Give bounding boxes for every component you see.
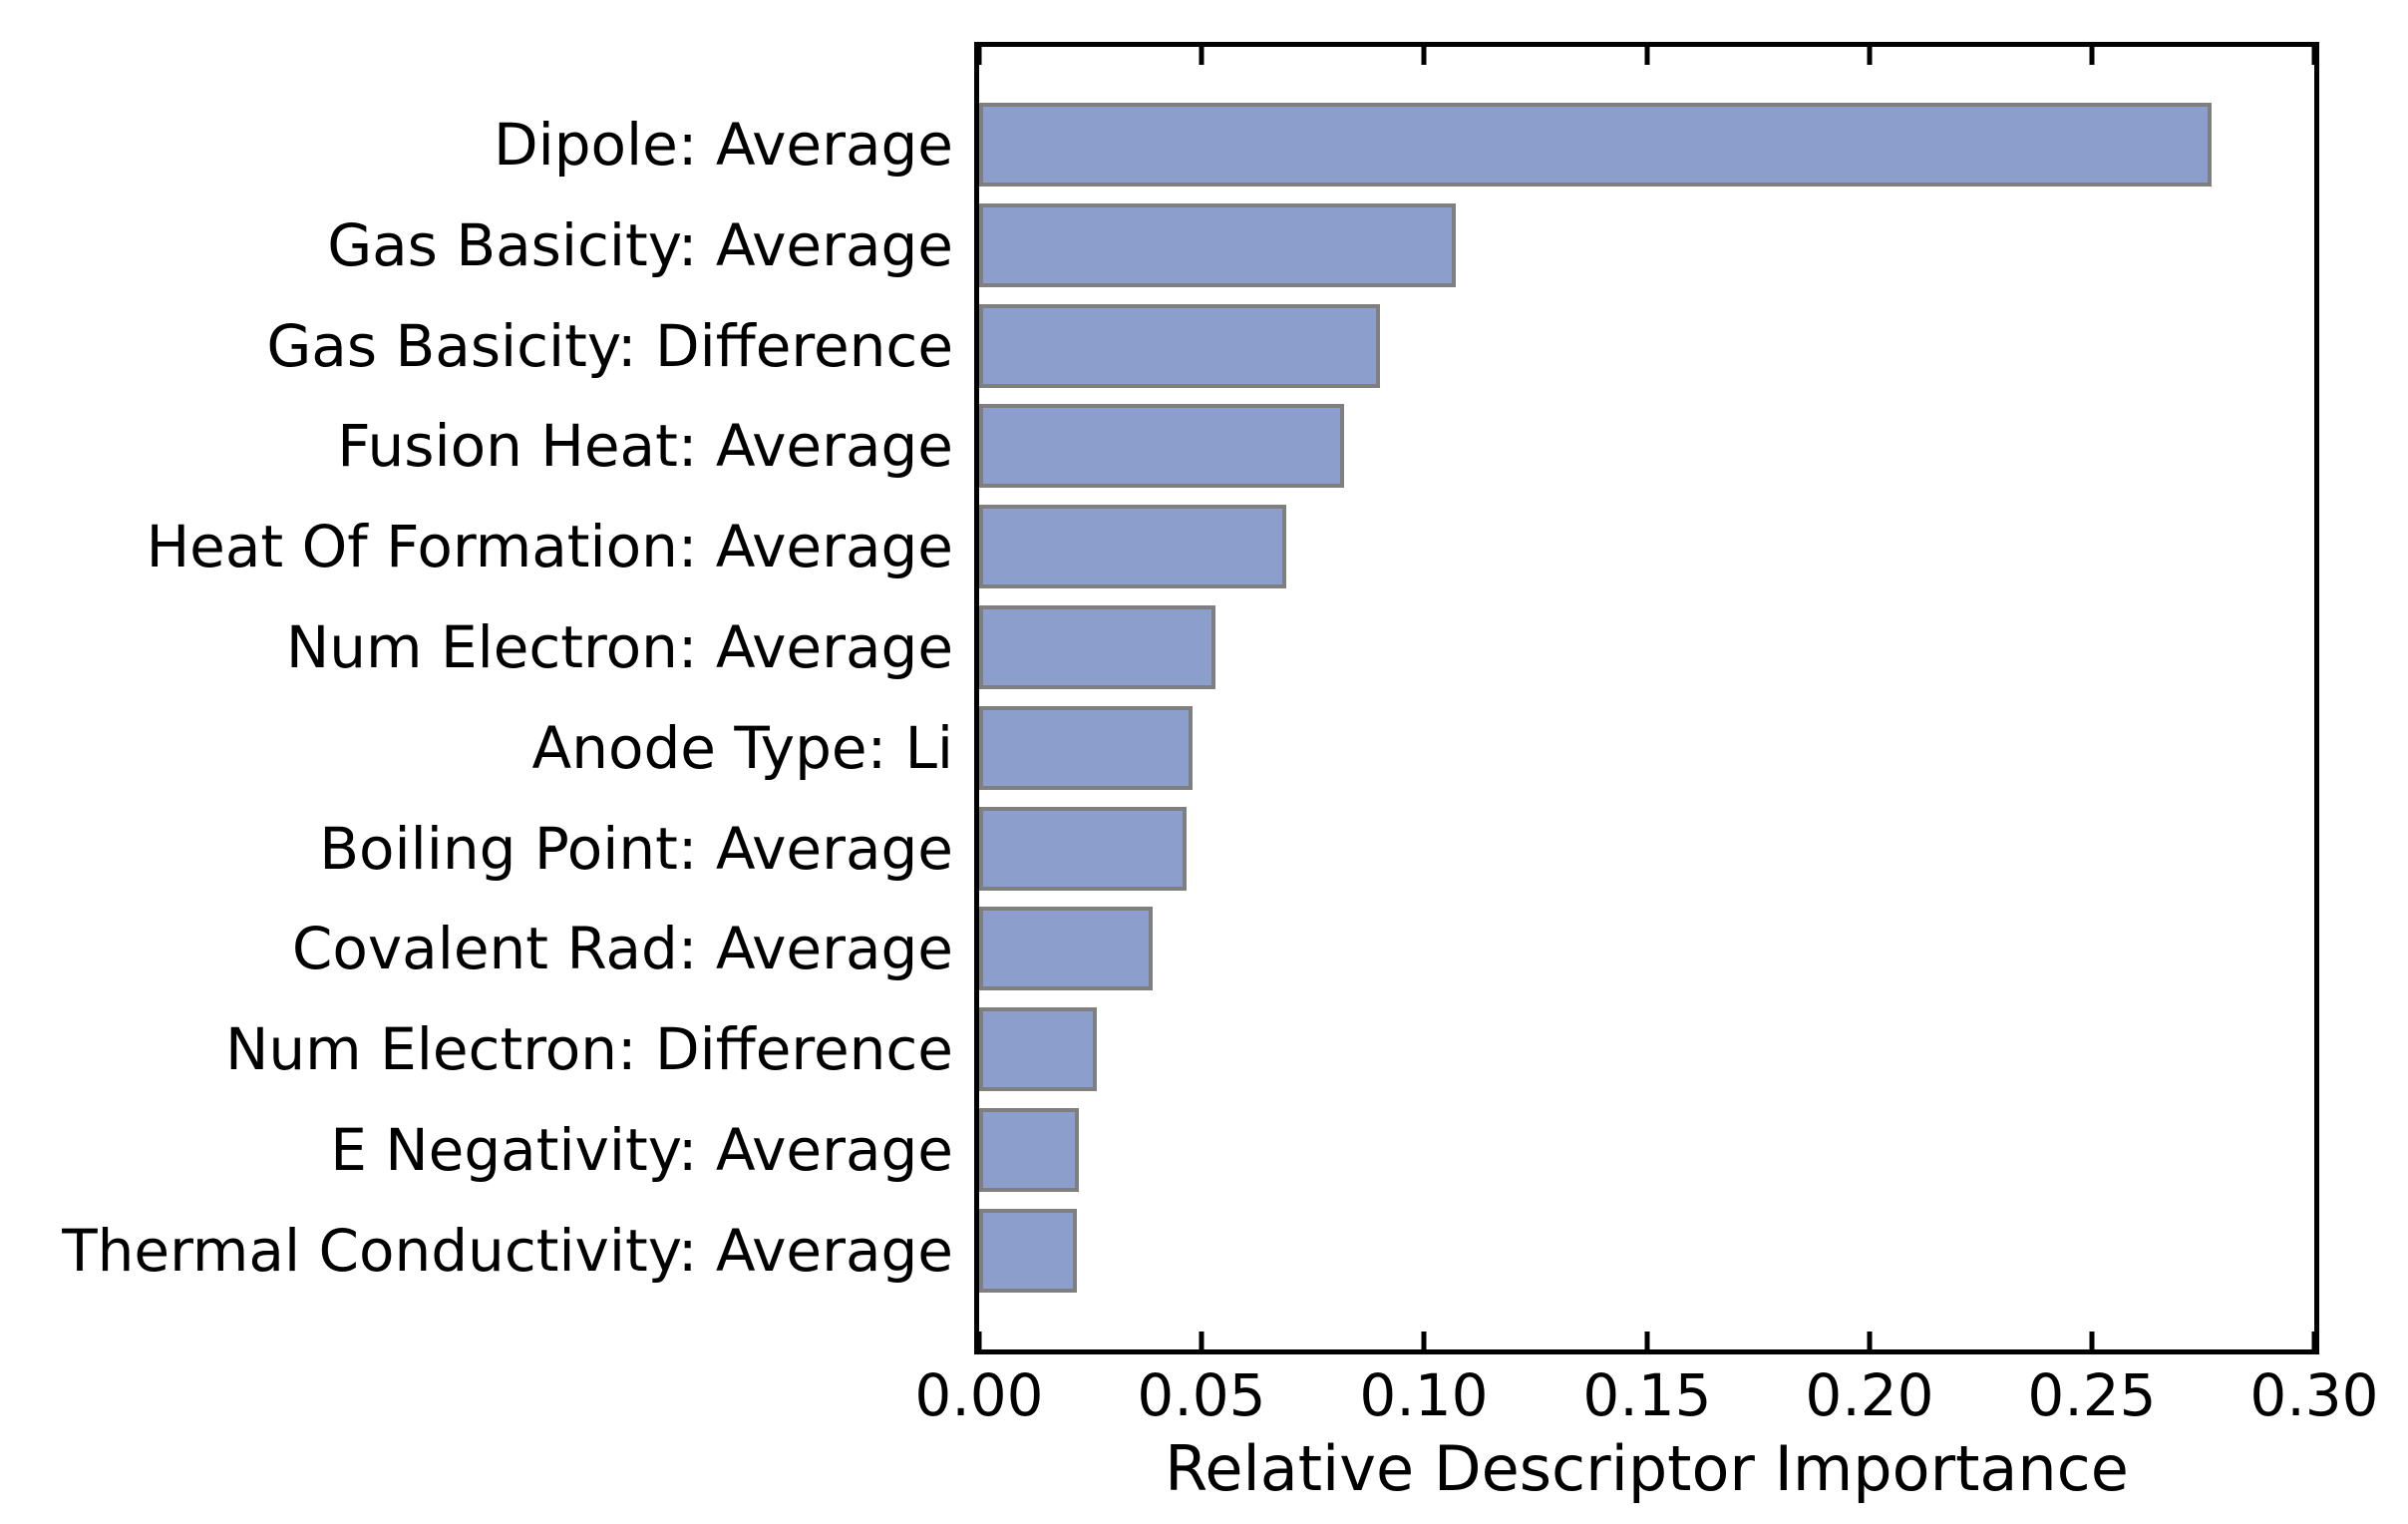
x-tick-label: 0.20 <box>1805 1361 1934 1429</box>
y-category-label: Num Electron: Difference <box>225 1015 953 1083</box>
y-category-label: Gas Basicity: Average <box>327 211 953 279</box>
y-category-label: E Negativity: Average <box>330 1116 953 1184</box>
x-tick-label: 0.05 <box>1137 1361 1266 1429</box>
x-tick-label: 0.00 <box>914 1361 1044 1429</box>
x-tick-mark <box>1199 47 1204 65</box>
bar-dipole-average <box>979 103 2212 187</box>
x-tick-mark <box>1867 1332 1873 1349</box>
y-category-label: Thermal Conductivity: Average <box>62 1217 953 1285</box>
x-tick-mark <box>2089 47 2095 65</box>
x-tick-label: 0.30 <box>2249 1361 2379 1429</box>
y-category-label: Boiling Point: Average <box>319 815 953 883</box>
x-tick-mark <box>1644 1332 1649 1349</box>
bar-gas-basicity-average <box>979 203 1456 287</box>
bar-fusion-heat-average <box>979 404 1344 488</box>
x-tick-mark <box>2089 1332 2095 1349</box>
x-tick-label: 0.25 <box>2027 1361 2157 1429</box>
y-category-label: Covalent Rad: Average <box>291 915 953 982</box>
y-category-label: Anode Type: Li <box>531 714 953 782</box>
bar-boiling-point-average <box>979 807 1187 891</box>
x-tick-mark <box>1199 1332 1204 1349</box>
y-category-label: Fusion Heat: Average <box>337 412 953 480</box>
bar-e-negativity-average <box>979 1108 1079 1192</box>
bar-num-electron-average <box>979 605 1215 689</box>
y-category-label: Gas Basicity: Difference <box>266 312 953 380</box>
bar-covalent-rad-average <box>979 907 1153 990</box>
bar-num-electron-difference <box>979 1007 1097 1091</box>
x-axis-title: Relative Descriptor Importance <box>1165 1432 2129 1505</box>
y-category-label: Dipole: Average <box>493 111 953 179</box>
x-tick-mark <box>976 47 982 65</box>
x-tick-mark <box>1867 47 1873 65</box>
x-tick-mark <box>1421 47 1427 65</box>
y-category-label: Heat Of Formation: Average <box>146 513 953 580</box>
plot-area <box>974 42 2319 1354</box>
bar-heat-of-formation-average <box>979 505 1286 588</box>
bar-thermal-conductivity-average <box>979 1209 1077 1293</box>
x-tick-label: 0.10 <box>1359 1361 1489 1429</box>
x-tick-mark <box>1644 47 1649 65</box>
x-tick-mark <box>2311 1332 2317 1349</box>
x-tick-mark <box>1421 1332 1427 1349</box>
x-tick-mark <box>2311 47 2317 65</box>
y-category-label: Num Electron: Average <box>285 613 953 681</box>
bar-anode-type-li <box>979 706 1193 790</box>
x-tick-label: 0.15 <box>1582 1361 1712 1429</box>
bar-gas-basicity-difference <box>979 304 1380 388</box>
x-tick-mark <box>976 1332 982 1349</box>
